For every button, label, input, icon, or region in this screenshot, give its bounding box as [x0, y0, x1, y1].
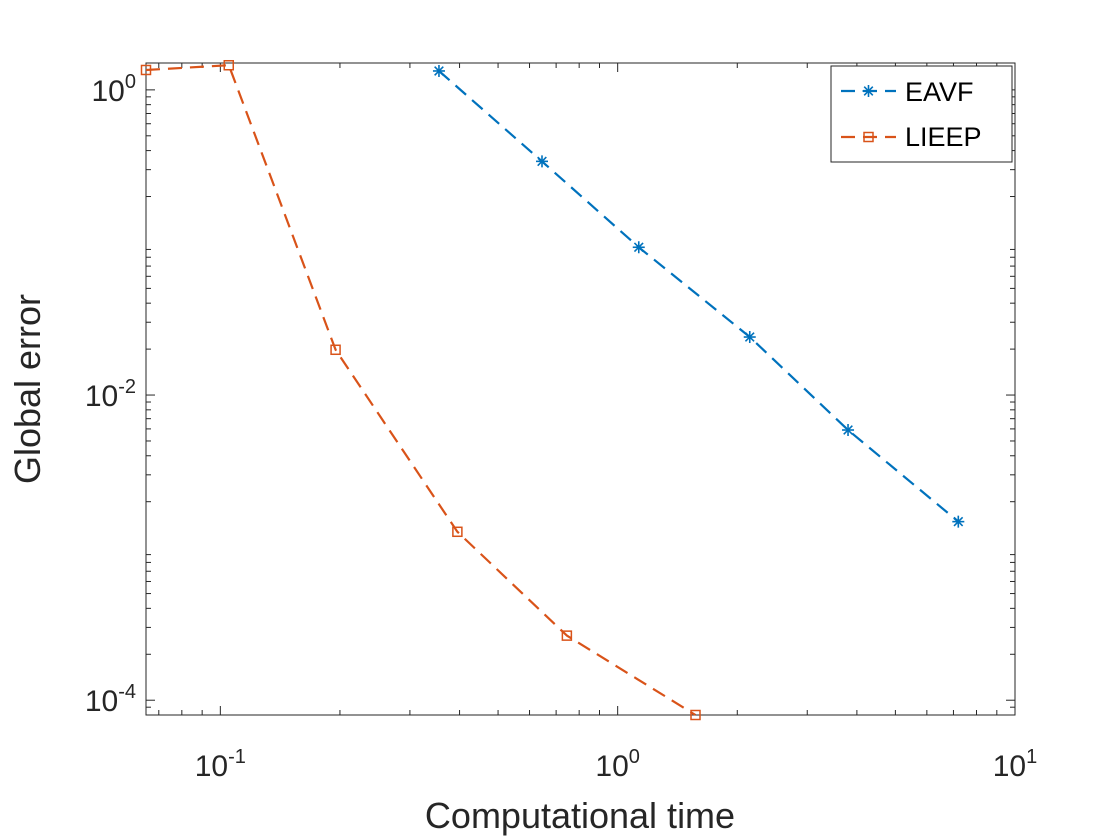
series-layer: [140, 59, 965, 721]
legend-label-lieep: LIEEP: [905, 122, 982, 152]
major-ticks: [146, 63, 1016, 715]
x-tick-label: 100: [595, 746, 640, 783]
series-line-eavf: [438, 70, 960, 523]
data-point-eavf: [952, 515, 965, 528]
x-tick-label: 10-1: [195, 746, 246, 783]
legend-label-eavf: EAVF: [905, 77, 974, 107]
data-point-eavf: [743, 331, 756, 344]
x-tick-label: 101: [993, 746, 1038, 783]
data-point-eavf: [535, 155, 548, 168]
data-point-eavf: [632, 241, 645, 254]
data-point-lieep: [223, 59, 235, 71]
legend-swatch-lieep: [841, 131, 896, 143]
data-point-lieep: [690, 709, 701, 721]
x-tick-labels: 10-1 100 101: [195, 746, 1038, 783]
data-point-eavf: [842, 424, 855, 437]
x-axis-label: Computational time: [425, 795, 735, 836]
legend-marker-lieep: [863, 131, 874, 143]
y-tick-label: 10-2: [85, 376, 136, 413]
legend-swatch-eavf: [841, 85, 896, 97]
plot-area: [146, 63, 1015, 715]
legend-marker-eavf: [862, 85, 875, 97]
y-tick-label: 100: [92, 71, 137, 108]
data-point-eavf: [432, 64, 445, 77]
legend: EAVF LIEEP: [830, 65, 1013, 163]
data-point-lieep: [330, 344, 341, 356]
data-point-lieep: [452, 526, 463, 538]
data-point-lieep: [561, 630, 573, 641]
y-axis-label: Global error: [7, 294, 48, 484]
data-point-lieep: [140, 64, 152, 76]
series-line-lieep: [145, 64, 697, 716]
y-tick-label: 10-4: [85, 681, 136, 718]
axes-box: [145, 62, 1016, 716]
y-tick-labels: 10-4 10-2 100: [85, 71, 136, 718]
legend-box: [830, 65, 1013, 163]
